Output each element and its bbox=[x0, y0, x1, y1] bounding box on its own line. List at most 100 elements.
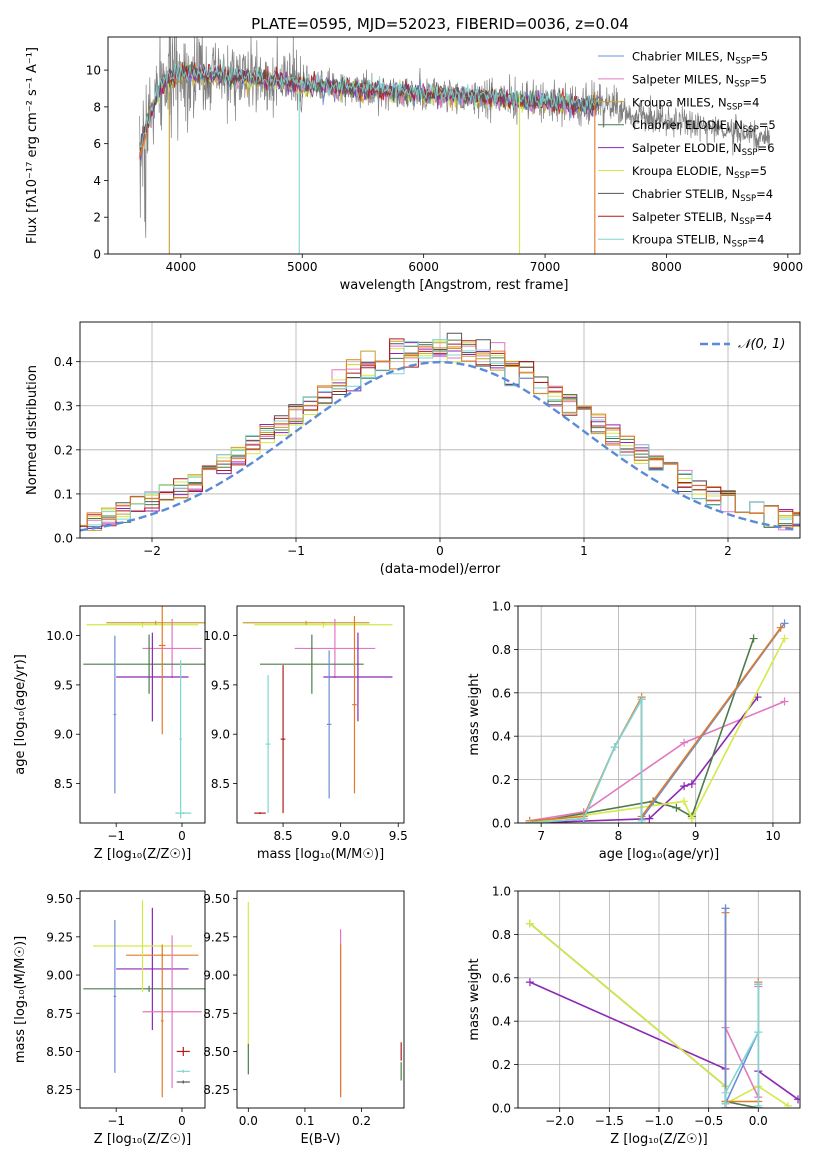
errorbar-point bbox=[179, 660, 182, 819]
x-tick-label: 9 bbox=[692, 829, 700, 843]
y-tick-label: 9.50 bbox=[46, 892, 73, 906]
weight-series-line bbox=[529, 627, 782, 822]
normal-curve bbox=[80, 360, 798, 532]
weight-series-line bbox=[529, 622, 786, 823]
weight-series-line bbox=[529, 638, 786, 823]
y-tick-label: 10.0 bbox=[46, 629, 73, 643]
y-tick-label: 0.2 bbox=[54, 443, 73, 457]
histogram-series bbox=[80, 339, 800, 528]
legend-entry: Kroupa STELIB, NSSP=4 bbox=[632, 233, 764, 250]
x-tick-label: −1 bbox=[107, 829, 125, 843]
mass_vs_Z-frame bbox=[79, 890, 206, 1109]
weight-point-marker bbox=[680, 738, 689, 747]
x-tick-label: 9.5 bbox=[389, 829, 408, 843]
x-tick-label: 0.1 bbox=[295, 1114, 314, 1128]
y-tick-label: 10.0 bbox=[203, 629, 230, 643]
mass_vs_ebv-frame bbox=[236, 890, 405, 1109]
weight-point-marker bbox=[525, 978, 534, 987]
y-tick-label: 9.25 bbox=[203, 930, 230, 944]
age_vs_Z-frame bbox=[79, 605, 206, 824]
y-axis-label: mass [log₁₀(M/M☉)] bbox=[13, 936, 28, 1063]
weight-point-marker bbox=[672, 803, 681, 812]
x-tick-label: 9000 bbox=[773, 260, 804, 274]
x-tick-label: 7000 bbox=[530, 260, 561, 274]
x-tick-label: 8.5 bbox=[274, 829, 293, 843]
legend-entry: Kroupa ELODIE, NSSP=5 bbox=[632, 164, 767, 181]
model-spectrum-line bbox=[139, 61, 600, 148]
y-tick-label: 0.3 bbox=[54, 399, 73, 413]
errorbar-point bbox=[323, 632, 393, 722]
errorbar-point bbox=[265, 675, 271, 814]
model-spectrum-line bbox=[138, 132, 148, 157]
spectrum-frame bbox=[107, 36, 801, 255]
weight-point-marker bbox=[780, 697, 789, 706]
y-tick-label: 9.25 bbox=[46, 930, 73, 944]
spectrum-chart: 4000 5000 6000 7000 8000 9000 0 2 4 6 8 10 wavelengt… bbox=[25, 36, 804, 293]
y-axis-label: mass weight bbox=[467, 958, 482, 1040]
weight-series-line bbox=[724, 908, 760, 1105]
y-tick-label: 9.0 bbox=[54, 728, 73, 742]
y-tick-label: 8.5 bbox=[54, 777, 73, 791]
x-axis-label: (data-model)/error bbox=[380, 562, 501, 577]
histogram-series bbox=[80, 342, 800, 531]
weight-point-marker bbox=[721, 904, 730, 913]
x-axis-label: Z [log₁₀(Z/Z☉)] bbox=[610, 1132, 707, 1147]
weight-point-marker bbox=[794, 1095, 800, 1104]
y-tick-label: 9.5 bbox=[211, 678, 230, 692]
weight_vs_Z-frame bbox=[517, 890, 801, 1109]
y-tick-label: 0.6 bbox=[492, 971, 511, 985]
x-tick-label: 1 bbox=[580, 544, 588, 558]
legend-entry: Chabrier MILES, NSSP=5 bbox=[632, 50, 768, 67]
y-tick-label: 9.00 bbox=[203, 969, 230, 983]
errorbar-point bbox=[326, 650, 332, 799]
x-tick-label: 0 bbox=[436, 544, 444, 558]
histogram-series bbox=[80, 338, 800, 527]
y-tick-label: 9.5 bbox=[54, 678, 73, 692]
y-tick-label: 10 bbox=[86, 64, 101, 78]
y-tick-label: 0.4 bbox=[492, 1015, 511, 1029]
x-axis-label: wavelength [Angstrom, rest frame] bbox=[340, 278, 569, 293]
x-tick-label: 5000 bbox=[287, 260, 318, 274]
errorbar-point bbox=[93, 900, 192, 992]
x-axis-label: mass [log₁₀(M/M☉)] bbox=[257, 847, 384, 862]
weight-point-marker bbox=[784, 1101, 793, 1108]
age_vs_mass-plot-area bbox=[242, 615, 393, 815]
weight-point-marker bbox=[687, 814, 696, 823]
weight-point-marker bbox=[579, 814, 588, 823]
histogram-series bbox=[80, 340, 800, 531]
x-tick-label: 9.0 bbox=[331, 829, 350, 843]
y-tick-label: 9.50 bbox=[203, 892, 230, 906]
x-tick-label: 2 bbox=[724, 544, 732, 558]
errorbar-point bbox=[116, 907, 189, 1031]
y-axis-label: Normed distribution bbox=[25, 365, 40, 495]
y-tick-label: 0.0 bbox=[492, 817, 511, 831]
weight-point-marker bbox=[680, 782, 689, 791]
age_vs_Z-chart: −1 0 8.5 9.0 9.5 10.0 Z [log₁₀(Z/Z☉)] age [log₁… bbox=[13, 605, 206, 862]
x-tick-label: 8 bbox=[615, 829, 623, 843]
x-tick-label: 7 bbox=[537, 829, 545, 843]
legend-entry: Chabrier STELIB, NSSP=4 bbox=[632, 187, 773, 204]
histogram-series bbox=[80, 340, 800, 527]
errorbar-point bbox=[242, 620, 370, 625]
x-tick-label: −2.0 bbox=[545, 1114, 574, 1128]
figure-title: PLATE=0595, MJD=52023, FIBERID=0036, z=0… bbox=[251, 15, 629, 33]
x-tick-label: −2 bbox=[143, 544, 161, 558]
y-tick-label: 0 bbox=[93, 248, 101, 262]
weight-point-marker bbox=[754, 1101, 763, 1108]
x-axis-label: age [log₁₀(age/yr)] bbox=[599, 847, 720, 862]
errorbar-point bbox=[294, 618, 376, 679]
histogram-series bbox=[80, 339, 800, 527]
weight-point-marker bbox=[637, 695, 646, 704]
errorbar-point bbox=[175, 812, 192, 815]
weight_vs_age-frame bbox=[517, 605, 801, 824]
x-axis-label: E(B-V) bbox=[300, 1132, 340, 1147]
y-tick-label: 0.4 bbox=[492, 730, 511, 744]
x-tick-label: 0.0 bbox=[239, 1114, 258, 1128]
weight-series-line bbox=[529, 696, 759, 823]
weight-point-marker bbox=[749, 634, 758, 643]
errorbar-point bbox=[160, 944, 164, 1098]
weight-point-marker bbox=[780, 634, 789, 643]
x-tick-label: −1.0 bbox=[644, 1114, 673, 1128]
weight-point-marker bbox=[525, 819, 534, 823]
weight-point-marker bbox=[645, 814, 654, 823]
